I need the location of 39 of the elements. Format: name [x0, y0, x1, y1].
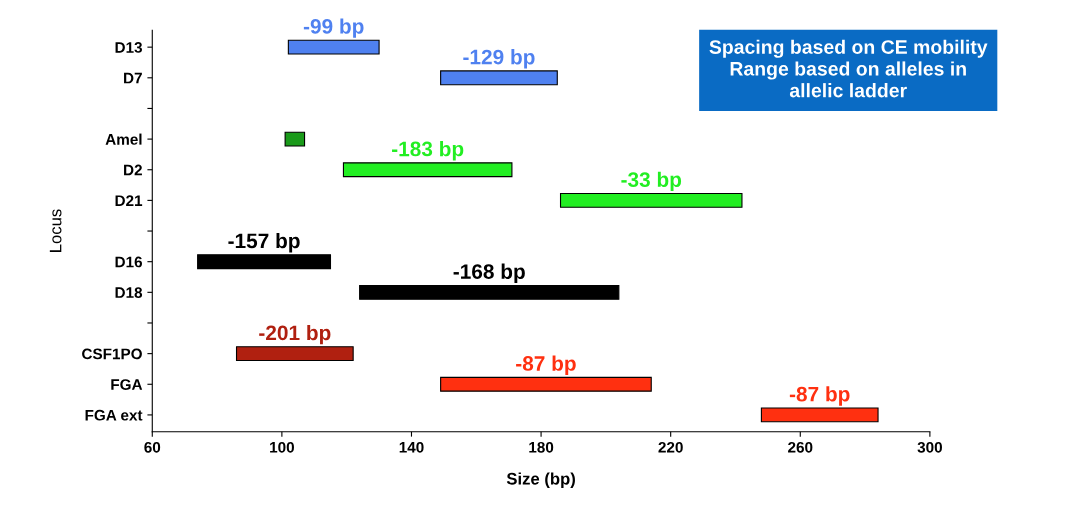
y-tick-label: D2 [124, 164, 142, 176]
bar [342, 162, 513, 178]
y-axis-title: Locus [49, 209, 62, 252]
bar [559, 192, 743, 208]
bar [287, 39, 380, 55]
bar [197, 254, 332, 270]
annotation: -157 bp [228, 232, 300, 253]
annotation: -87 bp [789, 386, 850, 406]
x-tick-label: 300 [917, 441, 942, 453]
bar [284, 131, 306, 147]
x-tick-label: 100 [270, 441, 294, 453]
annotation: Spacing based on CE mobility Range based on alleles in allelic ladder [709, 39, 988, 98]
annotation: -99 bp [303, 18, 364, 38]
y-tick-label: D13 [115, 42, 143, 53]
annotation: -87 bp [516, 355, 576, 375]
x-tick-label: 180 [529, 441, 554, 453]
bar [440, 376, 652, 392]
y-tick-label: FGA ext [85, 409, 143, 421]
y-tick-label: D18 [115, 287, 143, 299]
x-tick-label: 220 [658, 441, 683, 453]
y-tick-label: Amel [105, 133, 142, 145]
y-tick-label: FGA [111, 379, 143, 390]
y-tick-label: D16 [115, 256, 143, 268]
annotation: -33 bp [621, 171, 682, 192]
x-tick-label: 60 [144, 441, 161, 453]
x-tick-label: 260 [788, 441, 813, 453]
x-axis-title: Size (bp) [506, 472, 575, 488]
x-tick-label: 140 [399, 441, 424, 453]
annotation: -201 bp [259, 324, 331, 345]
y-tick-label: D21 [115, 195, 143, 206]
bar [440, 70, 558, 86]
annotation: -168 bp [453, 263, 525, 284]
y-tick-label: D7 [124, 72, 142, 84]
bar [359, 284, 620, 300]
bar [235, 346, 354, 362]
bar [760, 407, 879, 423]
y-tick-label: CSF1PO [82, 348, 142, 360]
annotation: -183 bp [392, 141, 464, 161]
annotation: -129 bp [463, 49, 535, 69]
